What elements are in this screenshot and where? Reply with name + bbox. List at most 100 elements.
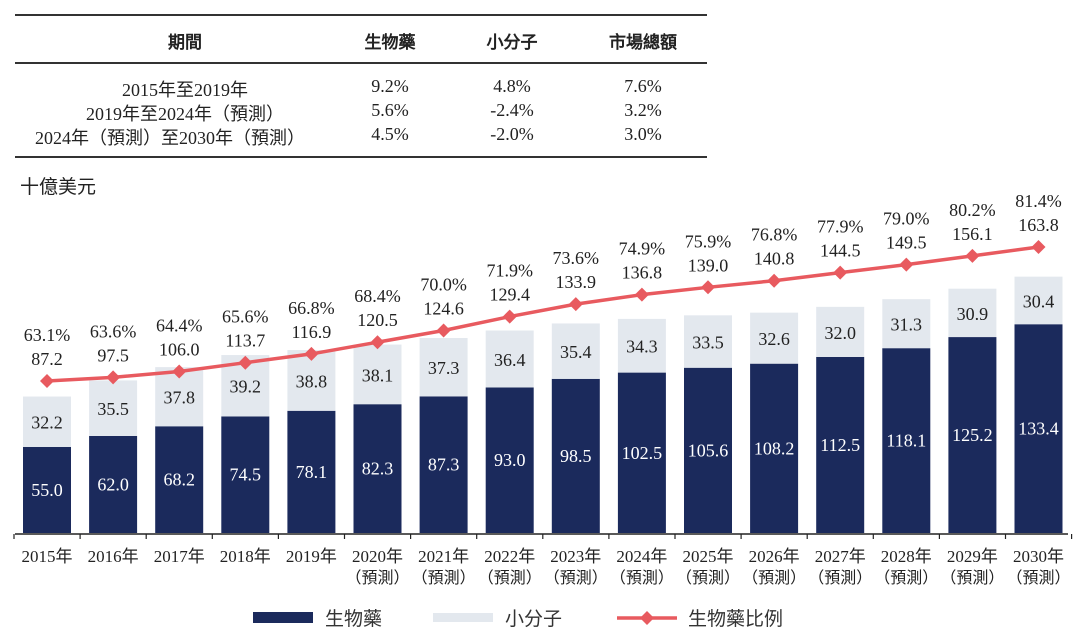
x-tick-label: 2021年 bbox=[418, 547, 469, 566]
ratio-label: 68.4% bbox=[354, 286, 401, 306]
ratio-marker bbox=[172, 364, 187, 379]
bar-small-molecule bbox=[948, 288, 997, 338]
bar-biologics bbox=[89, 435, 138, 533]
bar-biologics bbox=[948, 337, 997, 533]
bar-small-molecule bbox=[353, 344, 402, 405]
table-row-3-small-molecule: -2.0% bbox=[490, 124, 534, 144]
ratio-label: 63.6% bbox=[90, 321, 137, 341]
ratio-marker bbox=[502, 309, 517, 324]
bar-label-biologics: 62.0 bbox=[97, 474, 129, 494]
total-label: 149.5 bbox=[886, 233, 927, 253]
legend-swatch-small-molecule bbox=[433, 613, 493, 622]
ratio-marker bbox=[767, 273, 782, 288]
bar-label-small-molecule: 30.9 bbox=[957, 304, 989, 324]
total-label: 140.8 bbox=[754, 249, 795, 269]
x-tick-label: 2023年 bbox=[550, 547, 601, 566]
bar-label-small-molecule: 35.4 bbox=[560, 342, 592, 362]
ratio-marker bbox=[238, 355, 253, 370]
bar-small-molecule bbox=[89, 380, 138, 436]
x-tick-label: 2024年 bbox=[616, 547, 667, 566]
legend-swatch-marker bbox=[640, 611, 654, 625]
total-label: 113.7 bbox=[225, 331, 265, 351]
legend-swatch-biologics bbox=[253, 612, 313, 623]
bar-label-small-molecule: 32.6 bbox=[758, 329, 790, 349]
bar-label-biologics: 82.3 bbox=[362, 459, 394, 479]
ratio-label: 74.9% bbox=[619, 239, 666, 259]
bar-small-molecule bbox=[617, 318, 666, 373]
ratio-marker bbox=[436, 323, 451, 338]
total-label: 156.1 bbox=[952, 224, 993, 244]
ratio-label: 77.9% bbox=[817, 217, 864, 237]
table-header-rule bbox=[15, 62, 707, 64]
total-label: 144.5 bbox=[820, 241, 861, 261]
bar-label-biologics: 68.2 bbox=[163, 470, 195, 490]
ratio-marker bbox=[40, 374, 54, 388]
ratio-label: 71.9% bbox=[486, 261, 533, 281]
ratio-marker bbox=[1031, 240, 1046, 255]
x-tick-label: 2029年 bbox=[947, 547, 998, 566]
ratio-marker bbox=[106, 370, 121, 385]
x-tick-label: 2019年 bbox=[286, 547, 337, 566]
x-tick-label: 2017年 bbox=[154, 547, 205, 566]
total-label: 129.4 bbox=[489, 285, 530, 305]
bar-label-biologics: 125.2 bbox=[952, 425, 993, 445]
bar-biologics bbox=[419, 396, 468, 533]
bar-biologics bbox=[816, 356, 865, 533]
table-row-2-period: 2019年至2024年（預測） bbox=[86, 104, 284, 124]
bar-biologics bbox=[551, 378, 600, 533]
table-row-2-biologics: 5.6% bbox=[371, 100, 409, 120]
table-header-biologics: 生物藥 bbox=[364, 33, 416, 53]
ratio-label: 76.8% bbox=[751, 225, 798, 245]
total-label: 120.5 bbox=[357, 310, 398, 330]
bar-biologics bbox=[882, 348, 931, 533]
ratio-marker bbox=[568, 297, 583, 312]
ratio-label: 75.9% bbox=[685, 231, 732, 251]
x-tick-label: 2030年 bbox=[1013, 547, 1064, 566]
table-row-1-period: 2015年至2019年 bbox=[122, 80, 248, 100]
ratio-marker bbox=[833, 265, 848, 280]
bar-label-biologics: 74.5 bbox=[230, 465, 262, 485]
ratio-label: 63.1% bbox=[24, 325, 71, 345]
total-label: 116.9 bbox=[291, 322, 331, 342]
bar-label-biologics: 93.0 bbox=[494, 450, 526, 470]
y-axis-unit-label: 十億美元 bbox=[20, 177, 97, 198]
bar-biologics bbox=[485, 387, 534, 533]
bar-biologics bbox=[23, 446, 71, 533]
table-row-1-biologics: 9.2% bbox=[371, 76, 409, 96]
x-tick-sublabel: （預測） bbox=[874, 569, 938, 587]
bar-small-molecule bbox=[485, 330, 534, 388]
table-bottom-rule bbox=[15, 156, 707, 158]
bar-label-small-molecule: 37.8 bbox=[163, 388, 195, 408]
bar-biologics bbox=[155, 426, 204, 533]
ratio-label: 66.8% bbox=[288, 298, 335, 318]
bar-biologics bbox=[617, 372, 666, 533]
bar-biologics bbox=[221, 416, 270, 533]
ratio-label: 80.2% bbox=[949, 200, 996, 220]
ratio-label: 79.0% bbox=[883, 209, 930, 229]
table-header-small-molecule: 小分子 bbox=[486, 33, 538, 53]
bar-small-molecule bbox=[684, 315, 732, 368]
total-label: 124.6 bbox=[423, 298, 464, 318]
table-row-1-small-molecule: 4.8% bbox=[493, 76, 531, 96]
ratio-line bbox=[46, 245, 1039, 383]
bar-label-biologics: 108.2 bbox=[754, 438, 795, 458]
x-tick-sublabel: （預測） bbox=[676, 569, 740, 587]
bar-label-biologics: 98.5 bbox=[560, 446, 592, 466]
table-header-period: 期間 bbox=[168, 33, 202, 53]
ratio-label: 65.6% bbox=[222, 307, 269, 327]
bar-label-small-molecule: 32.0 bbox=[824, 323, 856, 343]
legend-label-ratio: 生物藥比例 bbox=[688, 608, 783, 630]
bar-label-small-molecule: 30.4 bbox=[1023, 291, 1055, 311]
table-row-3-period: 2024年（預測）至2030年（預測） bbox=[35, 128, 305, 148]
x-tick-label: 2027年 bbox=[815, 547, 866, 566]
total-label: 136.8 bbox=[622, 263, 663, 283]
bar-small-molecule bbox=[882, 299, 931, 349]
ratio-label: 81.4% bbox=[1015, 191, 1062, 211]
x-tick-label: 2022年 bbox=[484, 547, 535, 566]
x-tick-label: 2016年 bbox=[88, 547, 139, 566]
bar-small-molecule bbox=[551, 323, 600, 379]
ratio-marker bbox=[304, 346, 319, 361]
total-label: 133.9 bbox=[556, 272, 597, 292]
x-tick-sublabel: （預測） bbox=[544, 569, 608, 587]
